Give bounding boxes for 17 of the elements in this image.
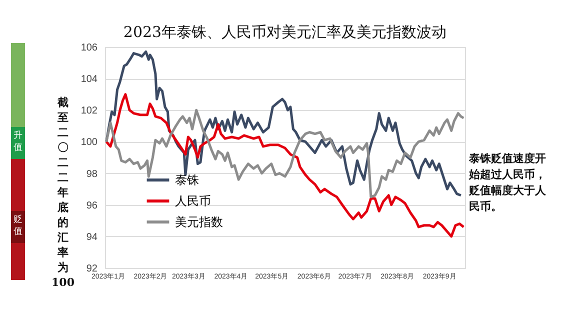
legend-label: 美元指数 (175, 215, 223, 229)
legend-label: 泰铢 (175, 173, 199, 187)
text: 升值 (14, 130, 22, 153)
y-tick-label: 98 (86, 168, 98, 180)
y-tick-label: 106 (80, 42, 98, 54)
y-tick-label: 100 (80, 137, 98, 148)
y-tick-label: 104 (80, 74, 98, 86)
y-tick-label: 92 (86, 264, 98, 274)
line-series (105, 93, 465, 238)
legend-label: 人民币 (175, 194, 211, 208)
y-tick-label: 94 (86, 232, 98, 243)
text: 截至二〇二二年底的汇率为100 (52, 96, 74, 289)
text: 贬值 (14, 214, 22, 237)
text: 泰铢贬值速度开始超过人民币，贬值幅度大于人民币。 (468, 152, 547, 213)
y-tick-label: 96 (86, 200, 98, 212)
chart-title: 2023年泰铢、人民币对美元汇率及美元指数波动 (123, 23, 447, 41)
y-tick-label: 102 (80, 106, 98, 117)
